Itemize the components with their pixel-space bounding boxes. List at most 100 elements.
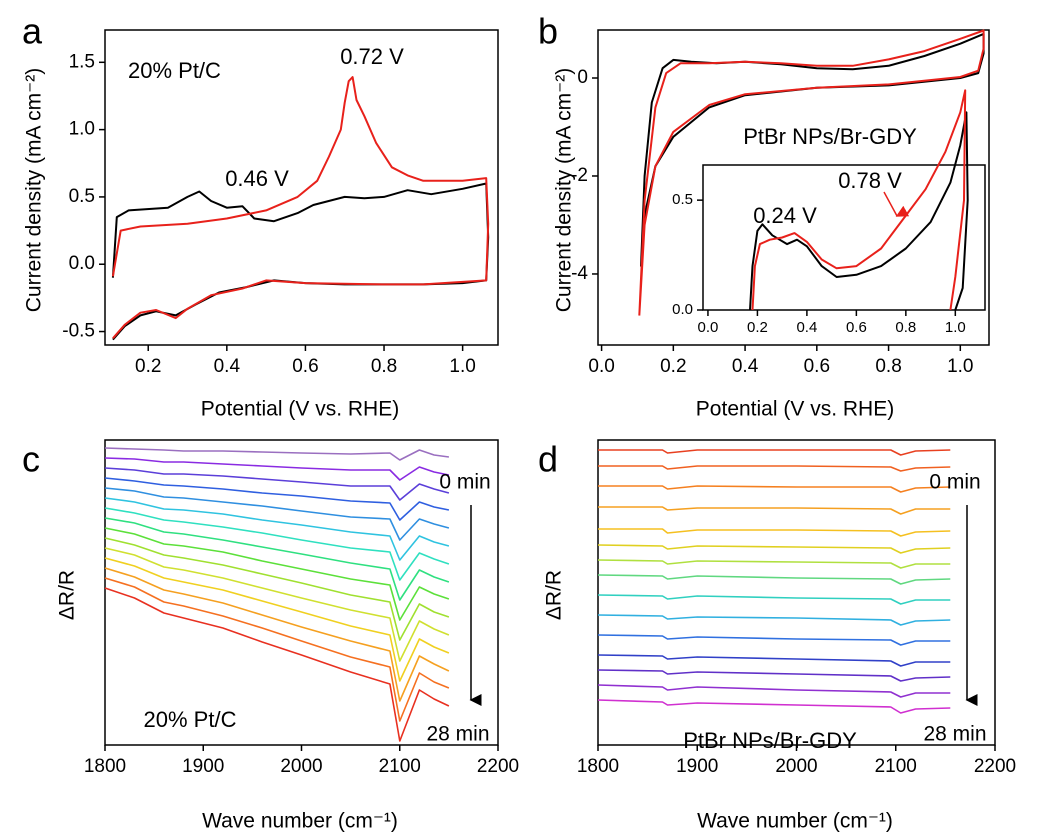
data-line <box>597 654 951 667</box>
plot-frame <box>702 164 986 311</box>
annotation: 0.46 V <box>225 166 289 191</box>
data-line <box>597 594 951 605</box>
x-axis-label: Potential (V vs. RHE) <box>201 398 399 421</box>
data-line <box>597 559 951 569</box>
x-tick-label: 1900 <box>182 756 224 777</box>
annotation: PtBr NPs/Br-GDY <box>683 728 857 753</box>
x-tick-label: 0.8 <box>895 319 916 336</box>
x-tick-label: 0.0 <box>588 356 614 377</box>
x-tick-label: 0.2 <box>747 319 768 336</box>
data-line <box>597 669 951 682</box>
x-tick-label: 0.6 <box>846 319 867 336</box>
y-tick-label: -2 <box>571 165 588 186</box>
x-tick-label: 2000 <box>775 756 817 777</box>
x-tick-label: 0.4 <box>796 319 817 336</box>
data-line <box>638 29 985 316</box>
annotation: 28 min <box>426 723 489 746</box>
y-tick-label: 0.5 <box>69 186 95 207</box>
annotation: 0 min <box>439 471 490 494</box>
panel-letter: d <box>538 439 558 480</box>
y-axis-label: ΔR/R <box>543 570 566 620</box>
data-line <box>111 76 490 339</box>
data-line <box>104 567 450 702</box>
x-axis-label: Potential (V vs. RHE) <box>696 398 894 421</box>
data-line <box>104 457 450 481</box>
annotation: 20% Pt/C <box>128 58 221 83</box>
x-tick-label: 0.6 <box>292 356 318 377</box>
annotation: 0.72 V <box>340 44 404 69</box>
data-line <box>104 497 450 561</box>
annotation: 28 min <box>923 723 986 746</box>
data-line <box>597 699 951 714</box>
x-tick-label: 0.0 <box>698 319 719 336</box>
data-line <box>104 587 450 742</box>
annotation: 20% Pt/C <box>144 707 237 732</box>
x-tick-label: 0.8 <box>371 356 397 377</box>
data-line <box>598 506 951 515</box>
plot-frame <box>597 29 990 346</box>
plot-frame <box>104 29 499 346</box>
data-line <box>598 485 951 493</box>
x-tick-label: 0.2 <box>660 356 686 377</box>
y-tick-label: 1.5 <box>69 51 95 72</box>
x-tick-label: 2200 <box>477 756 519 777</box>
x-tick-label: 2000 <box>280 756 322 777</box>
x-tick-label: 1.0 <box>947 356 973 377</box>
data-line <box>104 577 450 722</box>
panel-letter: b <box>538 11 558 52</box>
y-axis-label: Current density (mA cm⁻²) <box>23 68 46 312</box>
data-line <box>104 487 450 541</box>
annotation: 0.24 V <box>753 203 817 228</box>
x-tick-label: 2200 <box>974 756 1016 777</box>
x-tick-label: 0.4 <box>214 356 241 377</box>
y-tick-label: 0.0 <box>69 253 95 274</box>
annotation: 0.78 V <box>838 168 902 193</box>
panel-letter: c <box>22 439 40 480</box>
data-line <box>104 547 450 662</box>
y-tick-label: 0.5 <box>672 191 693 208</box>
x-tick-label: 0.4 <box>732 356 759 377</box>
data-line <box>104 477 450 521</box>
x-axis-label: Wave number (cm⁻¹) <box>202 810 398 833</box>
x-tick-label: 2100 <box>379 756 421 777</box>
data-line <box>104 447 450 461</box>
annotation: PtBr NPs/Br-GDY <box>743 124 917 149</box>
x-tick-label: 1800 <box>577 756 619 777</box>
data-line <box>104 517 450 601</box>
x-tick-label: 1800 <box>84 756 126 777</box>
data-line <box>597 544 951 554</box>
data-line <box>598 449 951 456</box>
x-tick-label: 2100 <box>875 756 917 777</box>
data-line <box>598 528 951 537</box>
data-line <box>597 684 951 698</box>
x-tick-label: 1.0 <box>449 356 475 377</box>
x-tick-label: 0.6 <box>804 356 830 377</box>
x-tick-label: 1900 <box>676 756 718 777</box>
y-axis-label: ΔR/R <box>56 570 79 620</box>
data-line <box>597 634 951 646</box>
y-tick-label: 0.0 <box>672 301 693 318</box>
x-tick-label: 1.0 <box>945 319 966 336</box>
data-line <box>751 89 967 311</box>
data-line <box>597 614 951 626</box>
y-tick-label: 1.0 <box>69 119 95 140</box>
data-line <box>104 537 450 641</box>
y-tick-label: -4 <box>571 263 588 284</box>
x-tick-label: 0.8 <box>875 356 901 377</box>
y-axis-label: Current density (mA cm⁻²) <box>553 68 576 312</box>
data-line <box>598 465 951 472</box>
data-line <box>104 557 450 682</box>
y-tick-label: -0.5 <box>62 321 95 342</box>
annotation: 0 min <box>929 471 980 494</box>
x-axis-label: Wave number (cm⁻¹) <box>697 810 893 833</box>
y-tick-label: 0 <box>577 67 588 88</box>
data-line <box>597 574 951 585</box>
data-line <box>640 32 985 267</box>
peak-arrow <box>883 191 910 217</box>
data-line <box>104 527 450 621</box>
data-line <box>104 507 450 581</box>
x-tick-label: 0.2 <box>135 356 161 377</box>
panel-letter: a <box>22 11 43 52</box>
data-line <box>104 467 450 501</box>
